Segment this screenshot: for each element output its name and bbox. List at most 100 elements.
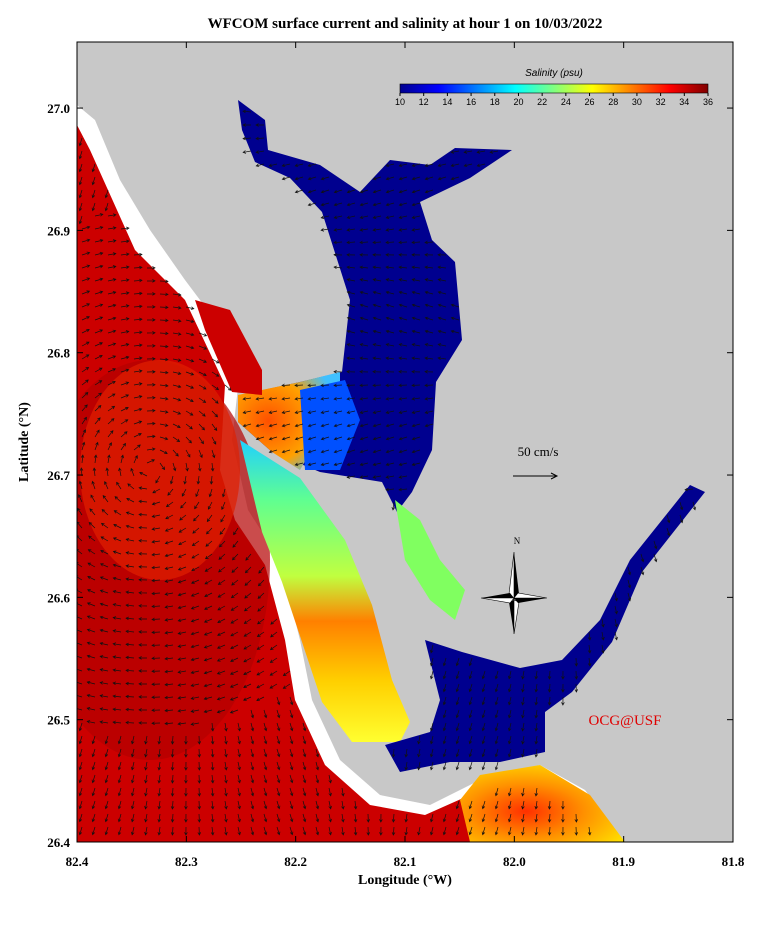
current-arrow: [424, 163, 434, 168]
current-arrow: [216, 657, 226, 662]
current-arrow: [372, 290, 382, 295]
compass-label: N: [514, 536, 521, 546]
current-arrow: [276, 735, 281, 745]
current-arrow: [197, 735, 202, 745]
current-arrow: [333, 253, 343, 257]
current-arrow: [151, 514, 161, 518]
current-arrow: [359, 423, 369, 428]
current-arrow: [196, 475, 201, 485]
current-arrow: [112, 563, 122, 568]
current-arrow: [210, 735, 215, 745]
current-arrow: [107, 213, 117, 217]
current-arrow: [81, 354, 90, 360]
current-arrow: [627, 579, 632, 589]
current-arrow: [164, 695, 174, 700]
current-arrow: [424, 370, 434, 374]
current-arrow: [372, 343, 382, 347]
current-arrow: [78, 150, 83, 160]
current-arrow: [92, 467, 97, 477]
current-arrow: [224, 813, 228, 823]
current-arrow: [320, 462, 330, 467]
current-arrow: [120, 419, 129, 425]
current-arrow: [210, 774, 215, 784]
current-arrow: [81, 290, 91, 295]
current-arrow: [216, 696, 226, 701]
current-arrow: [87, 562, 96, 568]
current-arrow: [398, 356, 408, 361]
current-arrow: [218, 553, 226, 560]
current-arrow: [256, 696, 265, 702]
x-tick-label: 82.3: [175, 854, 198, 869]
current-arrow: [231, 553, 239, 561]
current-arrow: [385, 290, 395, 295]
current-arrow: [78, 748, 83, 758]
current-arrow: [78, 202, 83, 212]
current-arrow: [359, 278, 369, 282]
current-arrow: [197, 774, 202, 784]
colorbar-ramp: [399, 83, 709, 94]
current-arrow: [385, 176, 395, 181]
current-arrow: [144, 826, 148, 836]
current-arrow: [117, 826, 122, 836]
current-arrow: [359, 462, 369, 467]
current-arrow: [302, 722, 307, 732]
current-arrow: [424, 383, 434, 388]
current-arrow: [411, 329, 421, 334]
current-arrow: [494, 709, 499, 719]
current-arrow: [455, 696, 460, 706]
current-arrow: [468, 813, 473, 823]
current-arrow: [243, 644, 252, 650]
current-arrow: [398, 176, 408, 181]
current-arrow: [385, 356, 395, 361]
current-arrow: [91, 176, 96, 186]
current-arrow: [391, 813, 396, 823]
current-arrow: [159, 436, 169, 441]
current-arrow: [185, 384, 195, 389]
current-arrow: [411, 240, 421, 245]
current-arrow: [177, 553, 187, 558]
current-arrow: [107, 342, 117, 347]
current-arrow: [244, 592, 252, 599]
colorbar-tick-label: 22: [537, 97, 547, 107]
current-arrow: [151, 565, 161, 570]
current-arrow: [468, 657, 473, 667]
current-arrow: [172, 319, 182, 323]
current-arrow: [232, 540, 239, 548]
current-arrow: [398, 240, 408, 245]
current-arrow: [307, 176, 317, 181]
current-arrow: [359, 475, 369, 479]
current-arrow: [276, 748, 281, 758]
sound-water: [240, 440, 410, 742]
x-axis-label: Longitude (°W): [358, 873, 452, 888]
current-arrow: [78, 494, 83, 503]
current-arrow: [398, 475, 408, 479]
current-arrow: [346, 316, 356, 321]
current-arrow: [411, 189, 421, 194]
current-arrow: [159, 318, 169, 323]
current-arrow: [237, 722, 241, 732]
current-arrow: [131, 787, 135, 797]
current-arrow: [104, 800, 109, 810]
current-arrow: [126, 497, 135, 503]
current-arrow: [190, 592, 200, 597]
current-arrow: [185, 345, 195, 350]
current-arrow: [372, 397, 382, 401]
current-arrow: [289, 696, 294, 706]
current-arrow: [411, 278, 421, 282]
current-arrow: [359, 303, 369, 308]
colorbar-tick-label: 26: [585, 97, 595, 107]
current-arrow: [237, 826, 241, 836]
river-water: [385, 485, 705, 772]
current-arrow: [359, 436, 369, 441]
current-arrow: [91, 787, 96, 797]
current-arrow: [289, 774, 294, 784]
current-arrow: [263, 800, 268, 810]
current-arrow: [442, 657, 447, 667]
current-arrow: [255, 123, 265, 127]
current-arrow: [78, 735, 83, 745]
current-arrow: [159, 462, 166, 471]
current-arrow: [203, 670, 213, 675]
current-arrow: [250, 826, 255, 836]
current-arrow: [203, 644, 213, 649]
current-arrow: [220, 514, 226, 523]
